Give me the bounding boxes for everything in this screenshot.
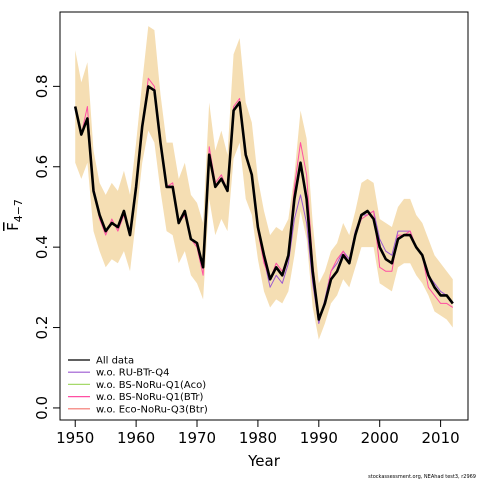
y-tick-label: 0.0 [33, 396, 51, 420]
series-layer [73, 77, 454, 324]
y-axis-title-sub: 4−7 [12, 199, 25, 222]
y-tick-label: 0.4 [33, 235, 51, 259]
y-tick-label: 0.8 [33, 74, 51, 98]
x-axis-title: Year [247, 452, 281, 470]
legend-label-w-o-bs-noru-q1-btr: w.o. BS-NoRu-Q1(BTr) [96, 392, 204, 403]
legend-label-all-data: All data [96, 356, 134, 367]
legend-label-w-o-eco-noru-q3-btr: w.o. Eco-NoRu-Q3(Btr) [96, 404, 208, 415]
y-tick-label: 0.2 [33, 316, 51, 340]
y-tick-label: 0.6 [33, 155, 51, 179]
confidence-band-layer [75, 26, 453, 340]
x-tick-label: 2000 [361, 429, 399, 447]
y-axis-title-main: F [4, 222, 22, 231]
y-axis: 0.0 0.2 0.4 0.6 0.8 [33, 74, 61, 420]
legend-label-w-o-bs-noru-q1-aco: w.o. BS-NoRu-Q1(Aco) [96, 380, 206, 391]
svg-text:F4−7: F4−7 [4, 199, 25, 231]
y-axis-title: F4−7 [4, 199, 25, 231]
footnote: stockassessment.org, NEAhad test3, r2969 [368, 474, 476, 480]
x-tick-label: 1980 [239, 429, 277, 447]
x-tick-label: 1990 [300, 429, 338, 447]
confidence-band [75, 26, 453, 340]
legend-label-w-o-ru-btr-q4: w.o. RU-BTr-Q4 [96, 368, 169, 379]
x-tick-label: 1950 [56, 429, 94, 447]
x-axis: 1950 1960 1970 1980 1990 2000 2010 [56, 419, 460, 447]
x-tick-label: 2010 [422, 429, 460, 447]
x-tick-label: 1970 [178, 429, 216, 447]
series-line-all-data [73, 85, 454, 321]
x-tick-label: 1960 [117, 429, 155, 447]
